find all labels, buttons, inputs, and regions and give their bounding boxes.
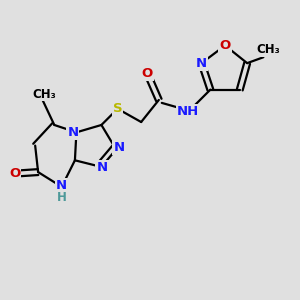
Text: H: H xyxy=(57,190,67,204)
Text: NH: NH xyxy=(177,105,200,118)
Text: O: O xyxy=(141,67,153,80)
Text: S: S xyxy=(113,102,122,115)
Text: N: N xyxy=(113,141,124,154)
Text: CH₃: CH₃ xyxy=(32,88,56,100)
Text: N: N xyxy=(196,57,207,70)
Text: O: O xyxy=(9,167,20,180)
Text: N: N xyxy=(56,179,67,192)
Text: CH₃: CH₃ xyxy=(256,44,280,56)
Text: N: N xyxy=(96,161,108,174)
Text: N: N xyxy=(67,126,78,139)
Text: O: O xyxy=(220,39,231,52)
